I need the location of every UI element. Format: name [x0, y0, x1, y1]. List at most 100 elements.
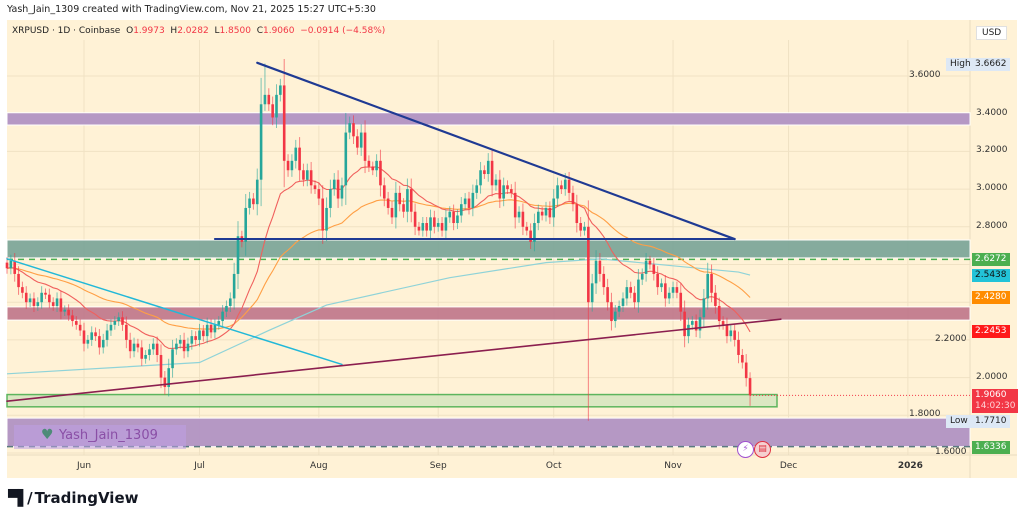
candle-up	[221, 311, 224, 322]
candle-up	[552, 198, 555, 218]
candle-down	[498, 179, 502, 199]
price-axis-label: 2.6272	[972, 253, 1010, 267]
candle-up	[660, 283, 663, 288]
candle-up	[706, 273, 709, 299]
candle-down	[298, 147, 301, 171]
candle-down	[610, 302, 613, 322]
candle-down	[313, 185, 317, 190]
candle-down	[602, 273, 606, 288]
candle-down	[433, 217, 436, 227]
candle-up	[614, 311, 617, 322]
currency-button[interactable]: USD	[976, 26, 1008, 40]
candle-down	[744, 362, 748, 379]
candle-down	[321, 198, 324, 231]
candle-down	[24, 292, 28, 303]
candle-down	[59, 298, 63, 312]
candle-up	[171, 349, 174, 369]
candle-up	[463, 198, 467, 205]
price-zone	[6, 239, 971, 259]
candle-up	[229, 298, 232, 306]
candle-down	[521, 211, 525, 227]
long-moving-average-line	[6, 258, 751, 375]
candle-down	[13, 260, 16, 274]
candle-down	[367, 160, 371, 167]
candle-up	[101, 339, 105, 348]
candle-up	[436, 223, 440, 227]
high-value: 2.0282	[177, 26, 209, 36]
candle-down	[121, 317, 124, 325]
candle-down	[136, 343, 140, 348]
candle-down	[675, 287, 679, 293]
candle-down	[548, 207, 552, 218]
candle-up	[152, 343, 155, 350]
y-tick-label: 3.0000	[976, 183, 1008, 194]
close-value: 1.9060	[262, 26, 295, 36]
price-axis-label: 2.2453	[972, 325, 1010, 339]
price-axis-label: 2.5438	[972, 269, 1010, 283]
candle-down	[467, 198, 471, 208]
price-zone	[6, 306, 971, 321]
candle-up	[248, 198, 251, 208]
candle-down	[44, 292, 47, 295]
candle-down	[606, 287, 609, 303]
candle-up	[259, 104, 263, 180]
watermark: ♥ Yash_Jain_1309	[14, 425, 186, 449]
high-value-label: 3.6662	[972, 57, 1010, 71]
candle-down	[652, 264, 656, 274]
candle-down	[490, 160, 494, 186]
candle-up	[359, 132, 363, 148]
candle-down	[694, 321, 698, 331]
candle-up	[55, 298, 59, 306]
candle-up	[232, 273, 236, 299]
candle-up	[617, 305, 621, 312]
candle-down	[402, 204, 405, 212]
open-label: O	[126, 26, 134, 36]
candle-up	[225, 305, 228, 312]
candle-up	[117, 317, 120, 322]
lightning-event-icon[interactable]: ⚡	[737, 441, 754, 458]
candle-down	[67, 309, 70, 316]
low-value: 1.8500	[219, 26, 251, 36]
candle-up	[113, 321, 117, 325]
candle-down	[629, 287, 632, 293]
symbol-label[interactable]: XRPUSD · 1D · Coinbase	[12, 26, 121, 36]
watermark-text: Yash_Jain_1309	[59, 428, 158, 443]
candle-down	[302, 170, 305, 180]
candle-down	[75, 321, 78, 325]
candle-down	[94, 332, 97, 337]
x-tick-label: Jul	[194, 461, 205, 471]
open-value: 1.9973	[133, 26, 165, 36]
y-tick-label: 3.6000	[909, 70, 941, 80]
candle-down	[510, 189, 513, 193]
candle-down	[356, 136, 359, 148]
candle-down	[733, 330, 736, 340]
candle-up	[556, 185, 559, 199]
candle-up	[563, 179, 567, 190]
candle-down	[721, 321, 725, 325]
candle-up	[698, 317, 702, 331]
candle-up	[329, 189, 332, 208]
candle-up	[148, 349, 151, 355]
candle-up	[394, 192, 398, 218]
x-tick-label: Nov	[664, 461, 682, 471]
candle-down	[413, 211, 417, 227]
tradingview-logo[interactable]: ▀▌/TradingView	[8, 489, 138, 507]
low-label: L	[214, 26, 220, 36]
y-tick-label: 1.6000	[935, 447, 967, 457]
candle-down	[633, 292, 636, 303]
candle-up	[625, 287, 629, 299]
candle-down	[725, 324, 729, 337]
candle-down	[78, 324, 82, 331]
candle-up	[471, 192, 475, 208]
candle-up	[279, 85, 282, 95]
candle-down	[567, 179, 571, 193]
candle-up	[306, 170, 309, 180]
candle-up	[294, 147, 298, 161]
candle-down	[82, 330, 86, 344]
candle-down	[390, 207, 394, 218]
candle-up	[290, 160, 294, 171]
candle-up	[344, 132, 348, 186]
candle-up	[533, 223, 536, 242]
us-flag-event-icon[interactable]: ▤	[754, 441, 771, 458]
